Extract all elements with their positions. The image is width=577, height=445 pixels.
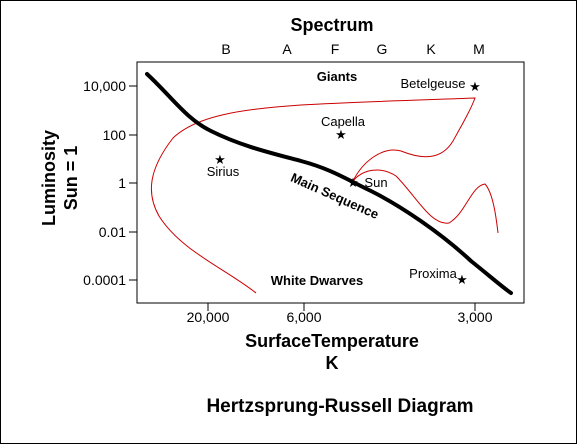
temp-tick-3000: 3,000 <box>457 309 492 325</box>
lum-tick-0-01: 0.01 <box>99 224 126 240</box>
star-label-sirius: Sirius <box>207 164 240 179</box>
lum-tick-0-0001: 0.0001 <box>83 272 126 288</box>
spectral-tick-f: F <box>331 41 340 57</box>
star-marker-sun: ★ <box>347 175 359 190</box>
spectral-tick-m: M <box>473 41 485 57</box>
spectral-tick-b: B <box>221 41 230 57</box>
left-axis-subtitle: Sun = 1 <box>61 146 81 211</box>
temp-tick-20000: 20,000 <box>187 309 230 325</box>
star-label-proxima: Proxima <box>409 266 457 281</box>
spectral-tick-a: A <box>282 41 292 57</box>
bottom-axis-title: SurfaceTemperature <box>245 331 419 351</box>
white-dwarves-label: White Dwarves <box>271 273 363 288</box>
spectral-tick-k: K <box>426 41 436 57</box>
star-marker-betelgeuse: ★ <box>469 79 481 94</box>
bottom-axis-ticks <box>207 303 476 311</box>
spectral-tick-g: G <box>377 41 388 57</box>
star-label-betelgeuse: Betelgeuse <box>400 76 465 91</box>
star-label-capella: Capella <box>321 114 366 129</box>
left-axis-title: Luminosity <box>39 130 59 226</box>
star-label-sun: Sun <box>364 175 387 190</box>
lum-tick-10000: 10,000 <box>83 78 126 94</box>
lum-tick-100: 100 <box>103 127 127 143</box>
temp-tick-6000: 6,000 <box>286 309 321 325</box>
left-axis-ticks <box>129 85 137 281</box>
giants-label: Giants <box>317 69 357 84</box>
star-marker-capella: ★ <box>335 127 347 142</box>
bottom-axis-unit: K <box>326 353 339 373</box>
diagram-caption: Hertzsprung-Russell Diagram <box>206 396 473 417</box>
main-sequence-curve <box>145 72 513 295</box>
top-axis-title: Spectrum <box>290 15 373 35</box>
stellar-evolution-track <box>150 97 499 294</box>
star-marker-sirius: ★ <box>214 152 226 167</box>
star-marker-proxima: ★ <box>456 272 468 287</box>
lum-tick-1: 1 <box>118 175 126 191</box>
